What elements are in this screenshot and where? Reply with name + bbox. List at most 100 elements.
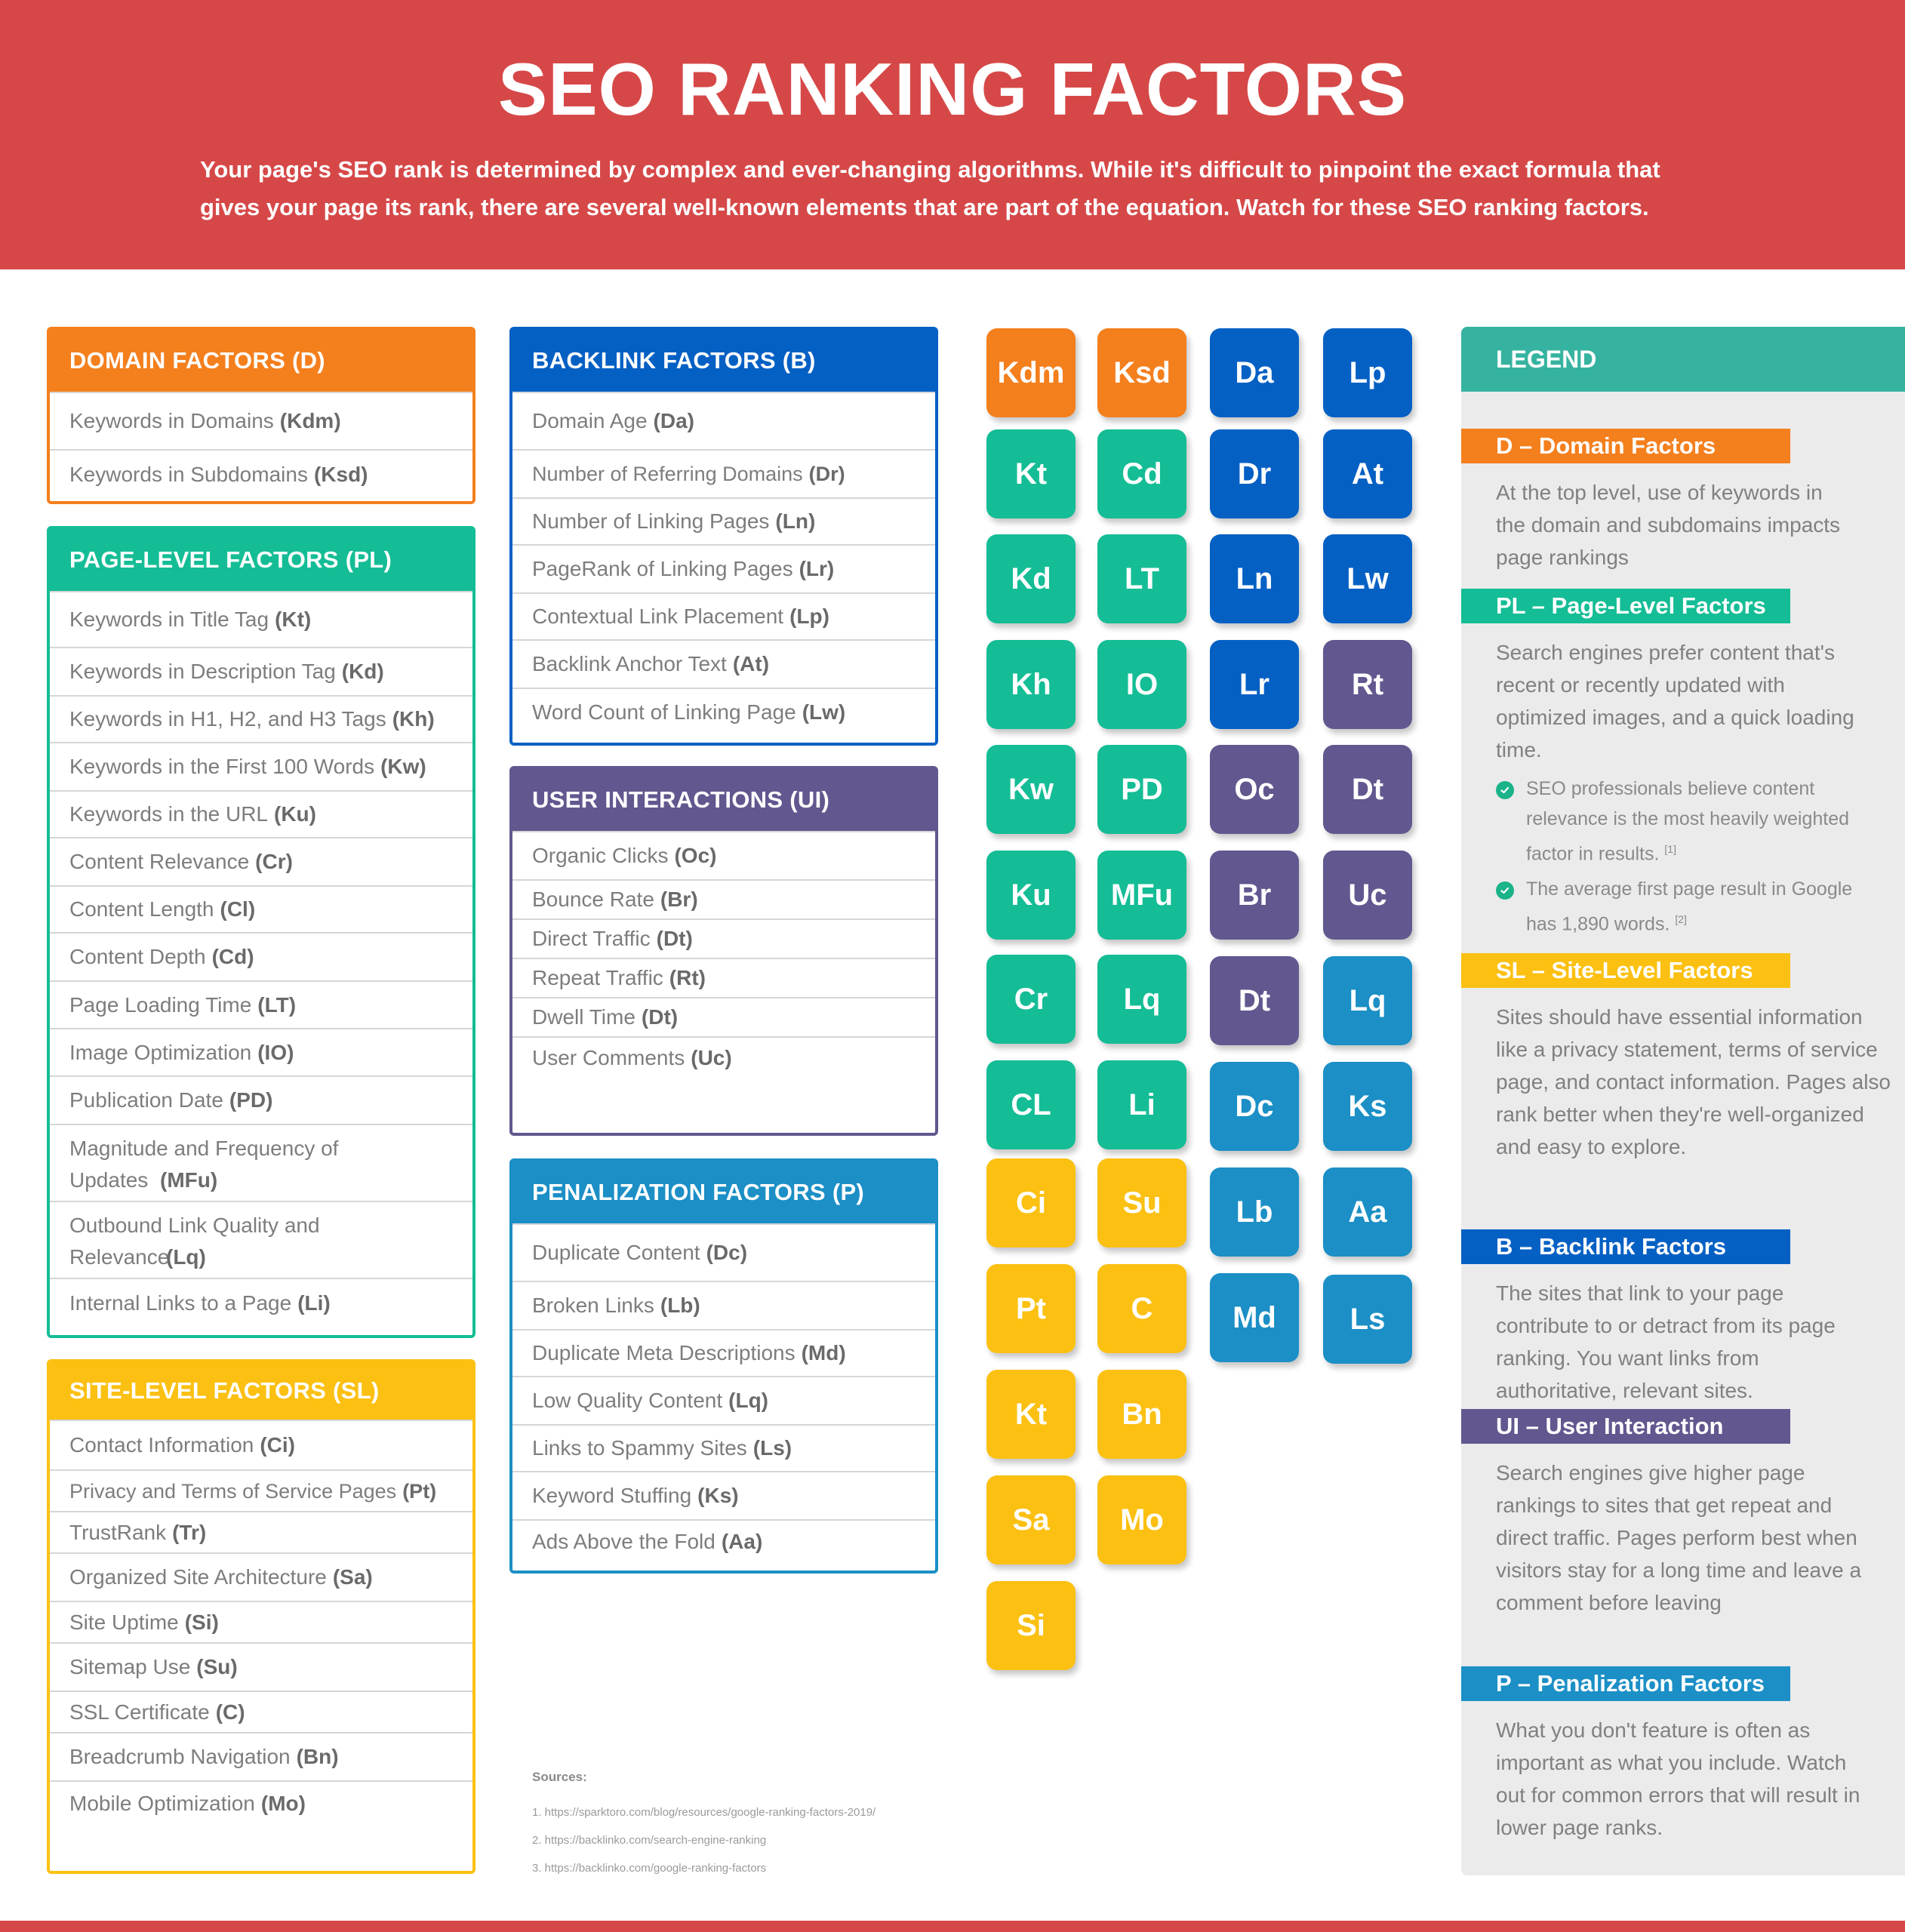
list-item: Bounce Rate (Br) [512, 879, 935, 918]
list-item: Privacy and Terms of Service Pages (Pt) [50, 1469, 472, 1511]
check-circle-icon [1496, 781, 1514, 799]
list-item: Content Relevance (Cr) [50, 837, 472, 885]
list-item: Page Loading Time (LT) [50, 980, 472, 1028]
factor-tile: Ci [986, 1158, 1076, 1247]
source-link[interactable]: 3. https://backlinko.com/google-ranking-… [532, 1862, 767, 1875]
factor-tile: Kt [986, 429, 1076, 518]
source-link[interactable]: 1. https://sparktoro.com/blog/resources/… [532, 1806, 876, 1819]
factor-tile: Rt [1323, 640, 1412, 729]
factor-tile: Ks [1323, 1062, 1412, 1151]
factor-tile: Lp [1323, 328, 1412, 417]
list-item: Keywords in Title Tag (Kt) [50, 591, 472, 647]
list-item: Contact Information (Ci) [50, 1420, 472, 1469]
list-item: Number of Linking Pages (Ln) [512, 497, 935, 544]
list-item: Direct Traffic (Dt) [512, 918, 935, 958]
list-item: Keywords in H1, H2, and H3 Tags (Kh) [50, 695, 472, 742]
site-level-factors-box: SITE-LEVEL FACTORS (SL) Contact Informat… [47, 1359, 475, 1874]
legend-tag-page-level: PL – Page-Level Factors [1461, 589, 1790, 623]
source-link[interactable]: 2. https://backlinko.com/search-engine-r… [532, 1834, 767, 1847]
list-item: Keywords in Subdomains (Ksd) [50, 449, 472, 499]
legend-tag-domain: D – Domain Factors [1461, 429, 1790, 463]
backlink-factors-header: BACKLINK FACTORS (B) [512, 330, 935, 392]
page-subtitle: Your page's SEO rank is determined by co… [200, 156, 1660, 220]
list-item: Content Length (Cl) [50, 885, 472, 932]
factor-tile: Dt [1323, 745, 1412, 834]
legend-bullet: SEO professionals believe content releva… [1496, 774, 1873, 869]
factor-tile: C [1097, 1264, 1186, 1353]
user-interactions-header: USER INTERACTIONS (UI) [512, 769, 935, 831]
factor-tile: Kw [986, 745, 1076, 834]
list-item: Repeat Traffic (Rt) [512, 958, 935, 997]
factor-tile: Si [986, 1581, 1076, 1670]
legend-bullet: The average first page result in Google … [1496, 874, 1873, 939]
factor-tile: Uc [1323, 851, 1412, 940]
list-item: Organized Site Architecture (Sa) [50, 1552, 472, 1601]
list-item: Content Depth (Cd) [50, 932, 472, 980]
list-item: Breadcrumb Navigation (Bn) [50, 1732, 472, 1780]
legend-desc-backlink: The sites that link to your page contrib… [1496, 1281, 1836, 1402]
factor-tile: Su [1097, 1158, 1186, 1247]
list-item: Keyword Stuffing (Ks) [512, 1471, 935, 1519]
list-item: Image Optimization (IO) [50, 1028, 472, 1075]
list-item: Keywords in Domains (Kdm) [50, 392, 472, 449]
penalization-factors-box: PENALIZATION FACTORS (P) Duplicate Conte… [509, 1158, 938, 1574]
factor-tile: Bn [1097, 1370, 1186, 1459]
factor-tile: Kt [986, 1370, 1076, 1459]
page-level-factors-header: PAGE-LEVEL FACTORS (PL) [50, 529, 472, 591]
list-item: Backlink Anchor Text (At) [512, 639, 935, 688]
legend-tag-user-interaction: UI – User Interaction [1461, 1409, 1790, 1444]
backlink-factors-box: BACKLINK FACTORS (B) Domain Age (Da) Numb… [509, 327, 938, 746]
list-item: Internal Links to a Page (Li) [50, 1278, 472, 1327]
factor-tile: Ku [986, 851, 1076, 940]
list-item: Duplicate Content (Dc) [512, 1223, 935, 1281]
factor-tile: Pt [986, 1264, 1076, 1353]
list-item: Magnitude and Frequency of Updates (MFu) [50, 1124, 472, 1201]
list-item: Sitemap Use (Su) [50, 1642, 472, 1690]
factor-tile: Kdm [986, 328, 1076, 417]
legend-title: LEGEND [1461, 327, 1905, 392]
factor-tile: Oc [1210, 745, 1299, 834]
list-item: Word Count of Linking Page (Lw) [512, 688, 935, 735]
legend-desc-user-interaction: Search engines give higher page rankings… [1496, 1461, 1862, 1614]
factor-tile: LT [1097, 534, 1186, 623]
list-item: Duplicate Meta Descriptions (Md) [512, 1329, 935, 1376]
factor-tile: Ln [1210, 534, 1299, 623]
list-item: User Comments (Uc) [512, 1036, 935, 1078]
list-item: Ads Above the Fold (Aa) [512, 1519, 935, 1563]
legend-desc-penalization: What you don't feature is often as impor… [1496, 1718, 1860, 1839]
list-item: Broken Links (Lb) [512, 1281, 935, 1329]
page-level-factors-box: PAGE-LEVEL FACTORS (PL) Keywords in Titl… [47, 526, 475, 1338]
factor-tile: PD [1097, 745, 1186, 834]
factor-tile: Aa [1323, 1168, 1412, 1257]
legend-desc-domain: At the top level, use of keywords in the… [1496, 481, 1841, 569]
factor-tile: Lr [1210, 640, 1299, 729]
legend-tag-penalization: P – Penalization Factors [1461, 1666, 1790, 1701]
legend-desc-page-level: Search engines prefer content that's rec… [1496, 641, 1854, 761]
list-item: Links to Spammy Sites (Ls) [512, 1424, 935, 1471]
factor-tile: Dt [1210, 956, 1299, 1045]
sources-block: Sources: 1. https://sparktoro.com/blog/r… [532, 1770, 955, 1882]
list-item: SSL Certificate (C) [50, 1690, 472, 1732]
factor-tile: Cr [986, 955, 1076, 1044]
factor-tile: Dc [1210, 1062, 1299, 1151]
list-item: Keywords in the URL (Ku) [50, 790, 472, 837]
list-item: TrustRank (Tr) [50, 1511, 472, 1552]
list-item: Outbound Link Quality and Relevance(Lq) [50, 1201, 472, 1278]
legend-panel: LEGEND D – Domain Factors At the top lev… [1461, 327, 1905, 1875]
factor-tile: Kd [986, 534, 1076, 623]
factor-tile: Md [1210, 1273, 1299, 1362]
footer-bar [0, 1921, 1905, 1932]
list-item: Number of Referring Domains (Dr) [512, 449, 935, 497]
list-item: Contextual Link Placement (Lp) [512, 592, 935, 639]
list-item: Site Uptime (Si) [50, 1601, 472, 1642]
factor-tile: IO [1097, 640, 1186, 729]
list-item: PageRank of Linking Pages (Lr) [512, 544, 935, 592]
factor-tile: MFu [1097, 851, 1186, 940]
legend-desc-site-level: Sites should have essential information … [1496, 1005, 1891, 1158]
factor-tile: Cd [1097, 429, 1186, 518]
list-item: Publication Date (PD) [50, 1075, 472, 1124]
factor-tile: Li [1097, 1060, 1186, 1149]
factor-tile: Kh [986, 640, 1076, 729]
factor-tile: Lq [1323, 956, 1412, 1045]
penalization-factors-header: PENALIZATION FACTORS (P) [512, 1161, 935, 1223]
